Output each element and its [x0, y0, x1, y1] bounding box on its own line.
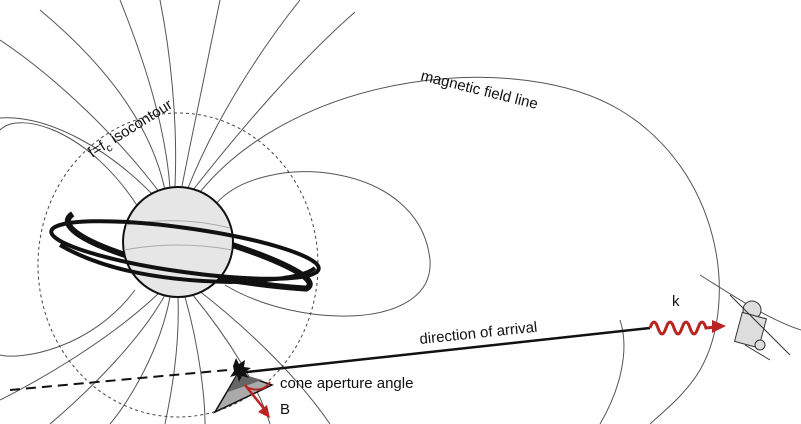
arrival-line [237, 326, 651, 375]
wave [648, 320, 717, 336]
field-label: B [280, 401, 290, 418]
cone [213, 358, 274, 418]
field-line-label: magnetic field line [419, 67, 540, 113]
dashed-path [9, 369, 229, 391]
isocontour-label: f=fc isocontour [85, 96, 177, 164]
arrival-label: direction of arrival [419, 319, 539, 348]
iso-rest: isocontour [104, 96, 175, 149]
planet [49, 186, 321, 298]
iso-sub: c [104, 142, 115, 155]
wave-label: k [672, 293, 680, 310]
wave-arrow [712, 320, 726, 333]
spacecraft [729, 294, 791, 361]
cone-label: cone aperture angle [280, 375, 413, 392]
